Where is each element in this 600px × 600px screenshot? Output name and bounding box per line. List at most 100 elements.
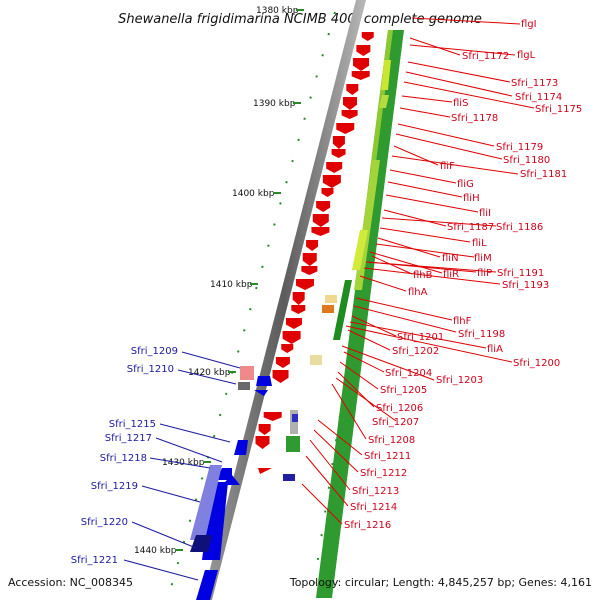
gene-label-fliL: fliL: [472, 238, 487, 249]
gene-label-fliR: fliR: [443, 269, 459, 280]
gene-label-Sfri_1216: Sfri_1216: [344, 520, 391, 531]
gene-label-Sfri_1215: Sfri_1215: [109, 419, 156, 430]
gene-label-fliS: fliS: [453, 98, 468, 109]
gene-label-Sfri_1202: Sfri_1202: [392, 346, 439, 357]
gene-label-Sfri_1211: Sfri_1211: [364, 451, 411, 462]
gene-label-fliN: fliN: [442, 253, 459, 264]
gene-label-Sfri_1172: Sfri_1172: [462, 51, 509, 62]
gene-label-Sfri_1220: Sfri_1220: [81, 517, 128, 528]
forward-gene-arrow: [322, 175, 341, 188]
forward-gene-arrow: [361, 32, 374, 41]
scale-label: 1380 kbp: [256, 6, 299, 16]
gene-label-fliM: fliM: [474, 253, 492, 264]
gene-label-Sfri_1219: Sfri_1219: [91, 481, 138, 492]
scale-labels: 1380 kbp 1390 kbp 1400 kbp 1410 kbp 1420…: [134, 6, 304, 556]
forward-gene-arrow: [312, 214, 329, 227]
gene-label-flhB: flhB: [413, 270, 433, 281]
gene-label-Sfri_1217: Sfri_1217: [105, 433, 152, 444]
gene-label-Sfri_1178: Sfri_1178: [451, 113, 498, 124]
forward-gene-arrow: [316, 201, 331, 212]
gene-label-Sfri_1181: Sfri_1181: [520, 169, 567, 180]
forward-gene-arrow: [356, 45, 371, 56]
forward-gene-arrow: [281, 344, 294, 353]
gene-label-Sfri_1203: Sfri_1203: [436, 375, 483, 386]
gene-label-Sfri_1198: Sfri_1198: [458, 329, 505, 340]
gene-label-Sfri_1179: Sfri_1179: [496, 142, 543, 153]
accession-text: Accession: NC_008345: [8, 576, 133, 589]
gene-label-fliP: fliP: [477, 268, 492, 279]
gene-label-Sfri_1173: Sfri_1173: [511, 78, 558, 89]
gene-label-fliA: fliA: [487, 344, 503, 355]
forward-gene-arrow: [306, 240, 319, 251]
scale-label: 1430 kbp: [162, 458, 205, 468]
gene-label-flhA: flhA: [408, 287, 428, 298]
forward-gene-arrow: [292, 292, 305, 305]
forward-gene-arrow: [332, 136, 345, 149]
gene-label-Sfri_1193: Sfri_1193: [502, 280, 549, 291]
forward-gene-arrow: [272, 370, 289, 383]
gene-label-flgI: flgI: [521, 19, 537, 30]
gene-label-Sfri_1200: Sfri_1200: [513, 358, 560, 369]
left-gene-labels: Sfri_1209 Sfri_1210 Sfri_1215 Sfri_1217 …: [71, 346, 178, 566]
scale-label: 1440 kbp: [134, 546, 177, 556]
forward-gene-arrow: [263, 412, 282, 421]
forward-gene-arrow: [353, 58, 370, 71]
gene-label-Sfri_1209: Sfri_1209: [131, 346, 178, 357]
gene-label-Sfri_1206: Sfri_1206: [376, 403, 423, 414]
misc-features: [190, 366, 272, 552]
scale-label: 1400 kbp: [232, 189, 275, 199]
gc-content-track: [283, 30, 404, 598]
scale-label: 1410 kbp: [210, 280, 253, 290]
forward-gene-arrow: [342, 97, 357, 110]
forward-gene-arrow: [282, 331, 301, 344]
gene-label-Sfri_1204: Sfri_1204: [385, 368, 432, 379]
gene-label-Sfri_1208: Sfri_1208: [368, 435, 415, 446]
gene-label-fliG: fliG: [457, 179, 474, 190]
gene-label-Sfri_1174: Sfri_1174: [515, 92, 562, 103]
gene-label-fliF: fliF: [440, 161, 455, 172]
forward-gene-arrow: [351, 71, 370, 80]
topology-text: Topology: circular; Length: 4,845,257 bp…: [289, 576, 592, 589]
scale-label: 1390 kbp: [253, 99, 296, 109]
gene-label-Sfri_1180: Sfri_1180: [503, 155, 550, 166]
scale-label: 1420 kbp: [188, 368, 231, 378]
map-title: Shewanella frigidimarina NCIMB 400, comp…: [118, 12, 482, 27]
gene-label-Sfri_1221: Sfri_1221: [71, 555, 118, 566]
gene-label-Sfri_1210: Sfri_1210: [127, 364, 174, 375]
forward-gene-arrow: [275, 357, 290, 368]
gene-label-Sfri_1213: Sfri_1213: [352, 486, 399, 497]
right-leader-lines: [301, 17, 535, 525]
forward-gene-arrow: [301, 266, 318, 275]
gene-label-fliH: fliH: [463, 193, 480, 204]
gene-label-fliI: fliI: [479, 208, 491, 219]
forward-gene-arrow: [311, 227, 330, 236]
gene-label-Sfri_1191: Sfri_1191: [497, 268, 544, 279]
forward-gene-arrow: [285, 318, 302, 329]
forward-gene-arrow: [326, 162, 343, 173]
forward-strand-genes: [255, 32, 374, 449]
forward-gene-arrow: [296, 279, 315, 290]
left-leader-lines: [123, 351, 241, 581]
forward-gene-arrow: [291, 305, 306, 314]
forward-gene-arrow: [258, 424, 271, 435]
gene-label-Sfri_1201: Sfri_1201: [397, 332, 444, 343]
forward-gene-arrow: [321, 188, 334, 197]
forward-gene-arrow: [255, 436, 270, 449]
gene-label-Sfri_1175: Sfri_1175: [535, 104, 582, 115]
gene-label-Sfri_1186: Sfri_1186: [496, 222, 543, 233]
forward-gene-arrow: [341, 110, 358, 119]
gene-label-Sfri_1187: Sfri_1187: [447, 222, 494, 233]
forward-gene-arrow: [346, 84, 359, 95]
forward-gene-arrow: [331, 149, 346, 158]
gene-label-Sfri_1212: Sfri_1212: [360, 468, 407, 479]
forward-gene-arrow: [302, 253, 317, 266]
gene-label-flhF: flhF: [453, 316, 472, 327]
gene-label-flgL: flgL: [517, 50, 536, 61]
gene-label-Sfri_1205: Sfri_1205: [380, 385, 427, 396]
gene-label-Sfri_1207: Sfri_1207: [372, 417, 419, 428]
right-gene-labels: flgI Sfri_1172 flgL Sfri_1173 Sfri_1174 …: [344, 19, 582, 531]
gene-label-Sfri_1218: Sfri_1218: [100, 453, 147, 464]
gene-label-Sfri_1214: Sfri_1214: [350, 502, 397, 513]
